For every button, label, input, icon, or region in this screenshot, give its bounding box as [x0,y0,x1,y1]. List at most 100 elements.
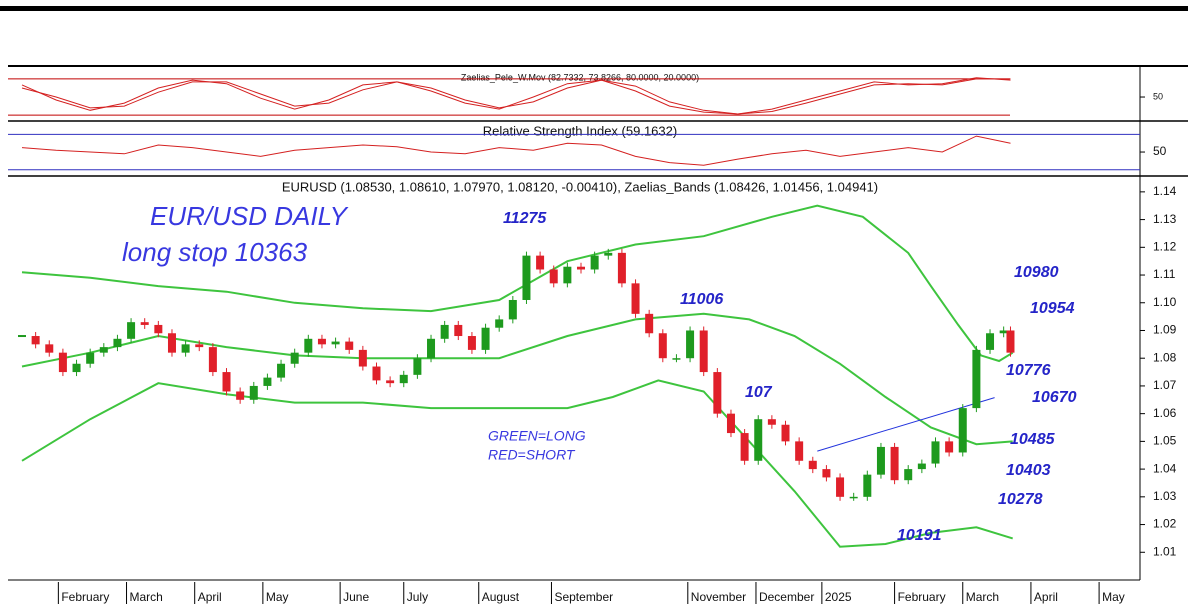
candle [45,344,54,353]
candle [849,496,858,499]
candle [386,380,395,384]
band-line [21,379,1013,548]
x-tick-label: November [691,590,746,604]
indicator-line [21,77,1011,115]
candle [317,338,326,345]
x-tick-label: September [554,590,613,604]
candle [331,341,340,345]
indicator-line [21,135,1011,166]
candle [836,477,845,497]
annotation: 10980 [1014,264,1059,281]
candle [58,352,67,373]
x-tick-label: 2025 [825,590,852,604]
annotation: 10403 [1006,462,1051,479]
candle [236,391,245,400]
annotation: 107 [745,384,773,401]
candle [931,441,940,464]
candle [413,358,422,375]
candle [536,255,545,270]
candle [208,347,217,373]
annotation: 10776 [1006,362,1051,379]
y-tick-label: 1.01 [1153,544,1177,558]
x-tick-label: August [482,590,520,604]
candle [577,266,585,270]
candle [195,344,204,348]
candle [876,446,885,475]
y-tick-label: 1.12 [1153,239,1177,253]
candle [113,338,122,348]
y-tick-label: 1.11 [1153,267,1176,281]
candle [781,424,790,442]
x-tick-label: February [61,590,109,604]
trend-line [817,397,995,452]
candle [740,433,749,461]
x-tick-label: April [198,590,222,604]
candle [399,374,408,384]
candle [672,358,681,360]
annotation: 10954 [1030,300,1075,317]
x-tick-label: March [130,590,163,604]
candle [958,408,967,453]
candle [713,372,722,414]
candle [645,313,654,334]
candle [72,363,81,373]
candle [1006,330,1015,353]
candle [467,336,476,350]
candle [754,419,763,461]
band-line [21,204,1014,363]
candle [808,460,817,470]
x-tick-label: December [759,590,814,604]
candle [999,330,1008,334]
candle [358,349,367,367]
panel-title: Relative Strength Index (59.1632) [483,123,677,138]
y-tick-label: 1.13 [1153,212,1177,226]
y-tick-label: 1.05 [1153,434,1177,448]
candle [290,352,299,364]
candle [658,333,667,359]
candle [604,252,613,256]
candle [917,463,926,470]
candle [454,324,463,337]
candle [99,347,108,353]
candle [263,377,272,386]
candle [127,322,136,339]
candle [140,322,149,325]
x-tick-label: March [966,590,999,604]
y-tick-label: 1.08 [1153,350,1177,364]
candle [890,446,899,481]
candle [427,338,436,359]
annotation: 10485 [1010,431,1056,448]
x-tick-label: June [343,590,369,604]
candle [767,419,776,425]
y-tick-label: 1.04 [1153,461,1177,475]
annotation: GREEN=LONG [488,428,586,444]
candle [167,333,176,353]
candle [863,474,872,497]
x-tick-label: May [1102,590,1125,604]
annotation: EUR/USD DAILY [150,201,349,231]
candle [86,352,95,364]
candle [154,324,163,334]
candle [181,344,190,353]
candle [18,335,26,338]
y-tick-label: 50 [1153,144,1167,158]
annotation: long stop 10363 [122,237,308,267]
candle [249,385,258,400]
candle [795,441,804,461]
y-tick-label: 1.10 [1153,295,1177,309]
annotation: 11006 [680,291,723,308]
y-tick-label: 1.09 [1153,323,1177,337]
candle [822,469,831,478]
candle [372,366,381,381]
panel-title: EURUSD (1.08530, 1.08610, 1.07970, 1.081… [282,179,878,194]
indicator-line [21,78,1011,115]
annotation: 10670 [1032,389,1077,406]
candle [590,255,599,270]
candle [222,372,231,392]
candle [495,319,504,328]
x-tick-label: February [898,590,946,604]
candle [986,333,995,350]
candle [631,283,640,314]
candle [699,330,708,373]
